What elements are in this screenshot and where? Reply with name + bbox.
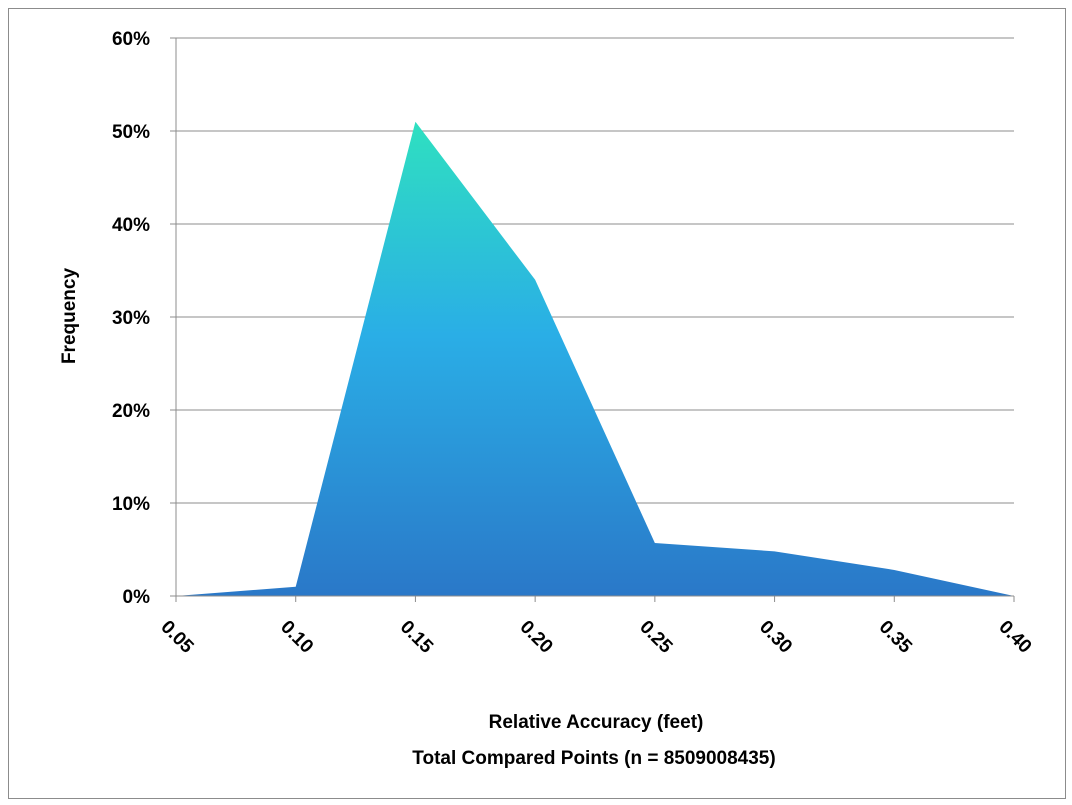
x-tick-label: 0.35 <box>875 617 916 658</box>
x-tick-label: 0.25 <box>635 617 676 658</box>
y-tick-label: 50% <box>112 122 150 143</box>
y-tick-label: 10% <box>112 494 150 515</box>
x-tick-label: 0.20 <box>516 617 557 658</box>
series-area-fill <box>176 121 1014 596</box>
y-tick-label: 0% <box>123 587 151 608</box>
y-tick-label: 30% <box>112 308 150 329</box>
x-tick-label: 0.15 <box>396 617 437 658</box>
x-tick-label: 0.10 <box>276 617 317 658</box>
y-tick-label: 60% <box>112 29 150 50</box>
x-tick-label: 0.05 <box>156 617 197 658</box>
y-tick-label: 20% <box>112 401 150 422</box>
y-tick-labels: 0% 10% 20% 30% 40% 50% 60% <box>112 29 150 608</box>
axes <box>170 37 1015 602</box>
x-tick-label: 0.40 <box>994 617 1035 658</box>
y-tick-label: 40% <box>112 215 150 236</box>
x-tick-label: 0.30 <box>755 617 796 658</box>
y-axis-title: Frequency <box>59 268 80 365</box>
x-axis-title: Relative Accuracy (feet) <box>489 712 704 733</box>
series-area <box>176 121 1014 596</box>
x-axis-subtitle: Total Compared Points (n = 8509008435) <box>412 748 775 769</box>
gridlines <box>176 37 1014 504</box>
x-tick-labels: 0.05 0.10 0.15 0.20 0.25 0.30 0.35 0.40 <box>156 617 1035 658</box>
